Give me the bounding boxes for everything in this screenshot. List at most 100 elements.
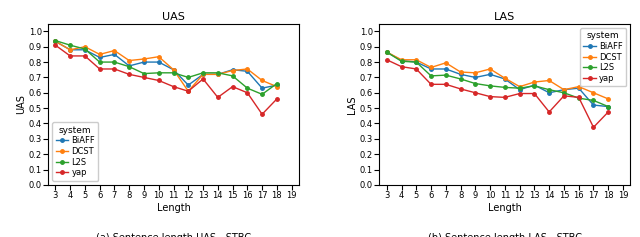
DCST [516, 85, 524, 88]
L2S [228, 74, 236, 77]
BiAFF [67, 48, 74, 51]
DCST [457, 71, 465, 73]
DCST [442, 61, 450, 64]
yap [140, 76, 148, 79]
Y-axis label: UAS: UAS [16, 94, 26, 114]
DCST [501, 77, 509, 80]
BiAFF [199, 73, 207, 76]
BiAFF [52, 40, 60, 43]
BiAFF [545, 91, 553, 94]
L2S [575, 97, 582, 100]
yap [155, 79, 163, 82]
L2S [531, 84, 538, 87]
yap [170, 85, 177, 88]
DCST [81, 45, 89, 48]
Line: BiAFF: BiAFF [385, 50, 610, 108]
BiAFF [155, 61, 163, 64]
BiAFF [170, 68, 177, 71]
L2S [140, 72, 148, 75]
yap [486, 95, 494, 98]
yap [67, 55, 74, 57]
DCST [560, 88, 568, 91]
yap [259, 113, 266, 116]
yap [125, 73, 133, 76]
BiAFF [560, 88, 568, 91]
BiAFF [442, 68, 450, 70]
DCST [545, 79, 553, 82]
BiAFF [397, 59, 405, 62]
BiAFF [184, 84, 192, 87]
yap [442, 83, 450, 86]
DCST [67, 48, 74, 51]
BiAFF [243, 70, 251, 73]
L2S [273, 82, 281, 85]
L2S [243, 87, 251, 90]
Title: LAS: LAS [494, 12, 515, 22]
BiAFF [531, 84, 538, 87]
Text: (b) Sentence length LAS - STBC: (b) Sentence length LAS - STBC [428, 233, 582, 237]
BiAFF [228, 68, 236, 71]
BiAFF [428, 68, 435, 70]
Line: yap: yap [385, 58, 610, 129]
yap [383, 58, 390, 61]
DCST [170, 68, 177, 71]
Y-axis label: LAS: LAS [347, 95, 357, 114]
BiAFF [575, 87, 582, 90]
yap [111, 68, 118, 70]
yap [531, 92, 538, 95]
L2S [184, 76, 192, 79]
yap [199, 77, 207, 80]
Title: UAS: UAS [162, 12, 185, 22]
Legend: BiAFF, DCST, L2S, yap: BiAFF, DCST, L2S, yap [52, 122, 99, 181]
DCST [140, 58, 148, 60]
L2S [155, 71, 163, 74]
yap [589, 126, 597, 129]
BiAFF [472, 76, 479, 79]
DCST [125, 59, 133, 62]
L2S [67, 44, 74, 47]
yap [243, 91, 251, 94]
L2S [170, 71, 177, 74]
Line: yap: yap [54, 43, 278, 116]
DCST [96, 53, 104, 56]
L2S [589, 99, 597, 102]
BiAFF [412, 61, 420, 64]
BiAFF [457, 73, 465, 76]
Legend: BiAFF, DCST, L2S, yap: BiAFF, DCST, L2S, yap [580, 28, 626, 86]
DCST [199, 73, 207, 76]
DCST [486, 68, 494, 70]
DCST [397, 58, 405, 61]
L2S [560, 91, 568, 94]
L2S [442, 74, 450, 77]
BiAFF [501, 77, 509, 80]
Line: L2S: L2S [54, 39, 278, 96]
yap [412, 68, 420, 70]
BiAFF [604, 105, 612, 108]
DCST [52, 40, 60, 43]
yap [228, 85, 236, 88]
X-axis label: Length: Length [488, 203, 522, 213]
yap [52, 44, 60, 47]
BiAFF [273, 84, 281, 87]
yap [545, 110, 553, 113]
BiAFF [383, 51, 390, 54]
L2S [604, 105, 612, 108]
yap [501, 96, 509, 99]
L2S [214, 71, 221, 74]
DCST [383, 51, 390, 54]
L2S [111, 61, 118, 64]
BiAFF [259, 87, 266, 90]
DCST [214, 73, 221, 76]
DCST [273, 85, 281, 88]
yap [575, 96, 582, 99]
DCST [184, 90, 192, 93]
L2S [397, 60, 405, 63]
BiAFF [125, 64, 133, 67]
L2S [199, 71, 207, 74]
yap [397, 65, 405, 68]
BiAFF [140, 61, 148, 64]
DCST [412, 58, 420, 61]
yap [604, 110, 612, 113]
yap [96, 68, 104, 70]
Text: (a) Sentence length UAS - STBC: (a) Sentence length UAS - STBC [96, 233, 251, 237]
